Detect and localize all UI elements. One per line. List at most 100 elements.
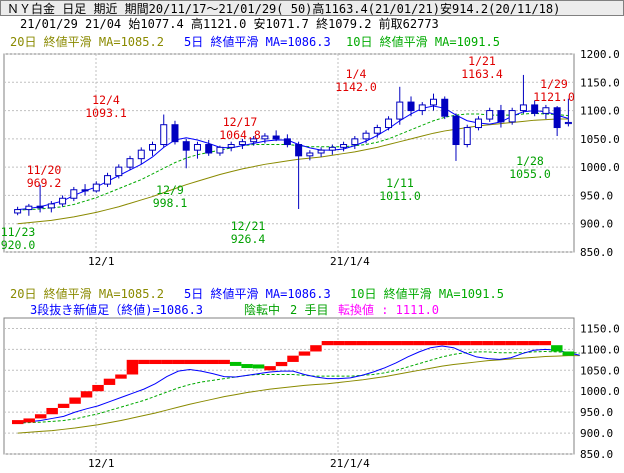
- candle-body: [542, 107, 550, 114]
- new-price-block: [92, 384, 104, 392]
- new-price-block: [470, 341, 483, 346]
- y-axis: 1200.0 1150.0 1100.0 1050.0 1000.0 950.0 900.0…: [580, 48, 620, 259]
- x-axis-bottom: 12/1 21/1/4: [88, 457, 370, 470]
- y-tick-label-bottom: 900.0: [580, 427, 613, 440]
- plot-frame: [3, 53, 575, 253]
- y-tick-label: 1000.0: [580, 161, 620, 174]
- legend-ma20: 20日 終値平滑 MA=1085.2: [10, 34, 164, 49]
- candle-body: [418, 104, 426, 112]
- candle-body: [306, 152, 314, 157]
- grid-bottom: [3, 317, 575, 455]
- new-price-block: [424, 341, 437, 346]
- candle-body: [149, 144, 156, 151]
- y-tick-label-bottom: 950.0: [580, 406, 613, 419]
- new-price-block: [80, 391, 93, 398]
- new-price-block: [356, 341, 368, 346]
- new-price-block: [528, 341, 540, 346]
- legend-ma10-bottom: 10日 終値平滑 MA=1091.5: [350, 286, 504, 301]
- grid: [3, 53, 575, 253]
- candle-body: [193, 144, 201, 151]
- annotation-date: 1/21: [468, 54, 496, 68]
- new-price-block: [172, 359, 185, 365]
- new-price-block: [379, 341, 391, 346]
- new-price-block: [401, 341, 414, 346]
- annotation-value: 969.2: [27, 176, 62, 190]
- annotation-date: 11/20: [27, 163, 62, 177]
- new-price-block: [447, 341, 460, 346]
- new-price-block: [184, 359, 196, 365]
- y-tick-label: 950.0: [580, 189, 613, 202]
- info-new-price: 3段抜き新値足（終値)=1086.3: [30, 302, 203, 317]
- new-price-block: [46, 407, 58, 415]
- candle-body: [70, 189, 78, 199]
- new-price-block: [390, 341, 402, 346]
- candle-body: [328, 146, 336, 151]
- new-price-block: [367, 341, 380, 346]
- annotation-value: 926.4: [231, 232, 266, 246]
- new-price-block: [69, 397, 81, 404]
- x-tick-label-bottom: 12/1: [88, 457, 115, 470]
- candle-body: [407, 101, 415, 112]
- new-price-block: [551, 345, 563, 352]
- new-price-block: [310, 345, 322, 352]
- candle-body: [171, 124, 179, 143]
- new-price-block: [321, 341, 334, 346]
- annotation-date: 12/9: [156, 183, 184, 197]
- info-step: 2 手目: [290, 303, 328, 317]
- new-price-block: [505, 341, 517, 346]
- candle-body: [115, 166, 123, 177]
- x-axis: 12/1 21/1/4: [88, 255, 370, 268]
- new-price-block: [115, 374, 127, 379]
- candle-body: [81, 189, 89, 192]
- new-price-block: [252, 364, 265, 369]
- candle-body: [182, 141, 190, 151]
- legend-ma20-bottom: 20日 終値平滑 MA=1085.2: [10, 286, 164, 301]
- new-price-block: [138, 359, 150, 365]
- price-summary: 21/01/29 21/04 始1077.4 高1121.0 安1071.7 終…: [0, 16, 624, 32]
- annotation-date: 1/11: [386, 176, 414, 190]
- candle-body: [531, 104, 539, 114]
- new-price-block: [264, 366, 276, 371]
- candle-body: [238, 141, 246, 146]
- new-price-block: [333, 341, 345, 346]
- new-price-block: [275, 361, 288, 367]
- x-tick-label: 21/1/4: [330, 255, 370, 268]
- candlestick-chart: 20日 終値平滑 MA=1085.2 5日 終値平滑 MA=1086.3 10日…: [1, 34, 620, 268]
- new-price-block: [413, 341, 425, 346]
- title-bar: ＮＹ白金 日足 期近 期間20/11/17～21/01/29( 50)高1163…: [0, 0, 624, 16]
- plot-frame-bottom: [3, 317, 575, 455]
- annotation-date: 12/21: [231, 219, 266, 233]
- annotation-date: 11/23: [1, 225, 36, 239]
- candle-body: [216, 146, 224, 154]
- annotation-value: 998.1: [153, 196, 188, 210]
- annotation-value: 1142.0: [335, 80, 377, 94]
- new-price-chart: 20日 終値平滑 MA=1085.2 5日 終値平滑 MA=1086.3 10日…: [3, 286, 620, 470]
- candle-body: [519, 104, 527, 112]
- candle-body: [340, 144, 348, 148]
- candle-body: [553, 107, 561, 129]
- candle-body: [14, 209, 22, 214]
- new-price-block: [241, 364, 253, 369]
- new-price-block: [562, 351, 574, 356]
- new-price-block: [126, 359, 139, 375]
- ma5-line-bottom: [17, 345, 580, 424]
- new-price-block: [149, 359, 162, 365]
- annotation-value: 1121.0: [533, 90, 575, 104]
- candle-body: [126, 158, 134, 168]
- ma10-line-bottom: [17, 350, 580, 424]
- annotation-value: 1163.4: [461, 67, 503, 81]
- new-price-block: [539, 341, 552, 346]
- annotation-date: 12/4: [92, 93, 120, 107]
- new-price-block: [206, 359, 219, 365]
- new-price-block: [493, 341, 506, 346]
- x-tick-label-bottom: 21/1/4: [330, 457, 370, 470]
- info-trend: 陰転中: [244, 302, 280, 317]
- y-tick-label: 1100.0: [580, 105, 620, 118]
- new-price-block: [12, 420, 24, 425]
- moving-average-lines-bottom: [17, 345, 580, 434]
- candle-body: [295, 144, 303, 157]
- candle-body: [362, 132, 370, 140]
- candle-body: [351, 138, 359, 146]
- candle-body: [441, 98, 449, 117]
